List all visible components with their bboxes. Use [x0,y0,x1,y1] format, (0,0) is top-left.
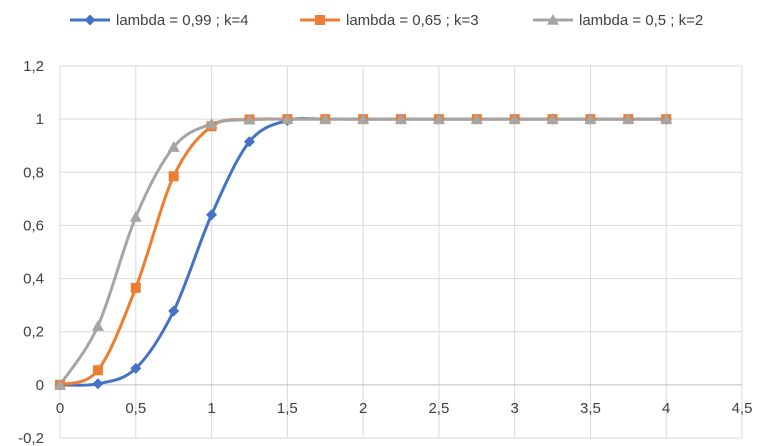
data-point-series-2 [130,282,141,293]
data-point-series-3 [584,113,597,124]
data-point-series-3 [91,320,104,331]
x-tick-label: 0 [56,400,64,417]
legend-label-2: lambda = 0,65 ; k=3 [346,12,479,29]
x-tick-label: 3,5 [580,400,601,417]
x-tick-label: 4,5 [732,400,753,417]
y-tick-label: 1,2 [23,58,44,75]
legend-marker-3 [547,14,559,25]
y-tick-label: 1 [36,111,44,128]
series-markers [54,113,673,391]
data-point-series-1 [130,362,142,374]
y-tick-labels: -0,2 0 0,2 0,4 0,6 0,8 1 1,2 [18,58,44,446]
data-point-series-1 [168,305,180,317]
data-point-series-3 [546,113,559,124]
y-tick-label: -0,2 [18,430,44,446]
data-point-series-3 [395,113,407,124]
legend-label-1: lambda = 0,99 ; k=4 [116,12,249,29]
vertical-gridlines [59,66,743,438]
x-tick-label: 2 [359,400,367,417]
x-tick-label: 0,5 [125,400,146,417]
data-point-series-2 [92,365,103,376]
data-point-series-3 [432,113,445,124]
data-point-series-1 [206,209,218,221]
data-point-series-3 [319,113,332,124]
data-point-series-3 [508,113,521,124]
y-tick-label: 0,2 [23,324,44,341]
data-point-series-3 [281,113,294,124]
x-tick-label: 2,5 [428,400,449,417]
data-point-series-3 [470,113,483,124]
legend: lambda = 0,99 ; k=4 lambda = 0,65 ; k=3 la… [70,12,703,29]
data-point-series-3 [243,113,256,125]
data-point-series-3 [205,117,218,129]
data-point-series-3 [622,113,635,124]
y-tick-label: 0,8 [23,164,44,181]
y-tick-label: 0 [36,377,44,394]
data-point-series-3 [54,378,66,390]
x-tick-label: 4 [662,400,670,417]
legend-label-3: lambda = 0,5 ; k=2 [579,12,703,29]
series-line-3 [58,117,668,387]
data-point-series-3 [660,113,673,124]
data-point-series-2 [168,171,179,182]
data-point-series-3 [129,210,142,222]
x-tick-labels: 0 0,5 1 1,5 2 2,5 3 3,5 4 4,5 [56,400,753,417]
y-tick-label: 0,4 [23,271,44,288]
x-tick-label: 1,5 [277,400,298,417]
series-lines [58,116,668,387]
x-tick-label: 3 [510,400,518,417]
data-point-series-1 [92,378,104,390]
x-tick-label: 1 [207,400,215,417]
legend-marker-1 [84,14,96,26]
data-point-series-1 [243,136,255,148]
data-point-series-3 [357,113,370,124]
y-tick-label: 0,6 [23,217,44,234]
legend-marker-2 [315,15,325,25]
data-point-series-3 [167,141,180,152]
